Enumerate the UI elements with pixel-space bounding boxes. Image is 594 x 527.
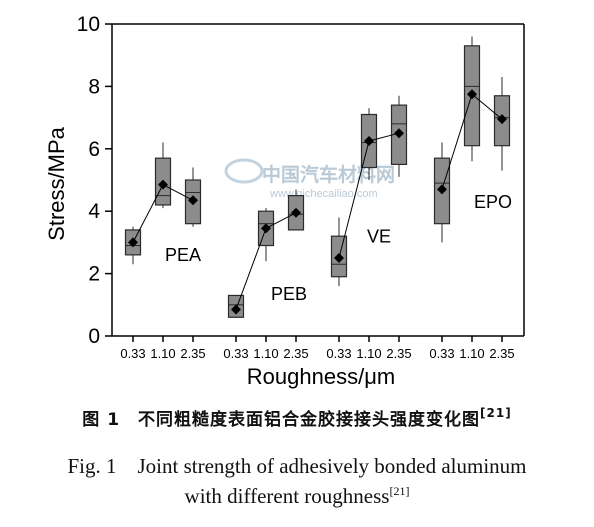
mean-point [437, 184, 447, 195]
watermark-url: www.qichecailiao.com [269, 188, 378, 200]
y-tick-label: 6 [88, 138, 100, 161]
x-tick-label: 1.10 [150, 346, 175, 361]
y-tick-label: 4 [88, 200, 100, 223]
group-label: VE [367, 226, 391, 246]
mean-point [231, 304, 241, 315]
group-label: EPO [474, 192, 512, 212]
x-tick-label: 1.10 [356, 346, 381, 361]
y-tick-label: 8 [88, 75, 100, 98]
mean-point [128, 237, 138, 248]
axes: 0 2 4 6 8 10 0.33 1.10 2.35 0.33 1.10 2.35 0.33 1.10 2… [77, 13, 525, 361]
box-plot-chart: 中国汽车材料网 www.qichecailiao.com 02468100.33… [44, 13, 525, 389]
x-tick-label: 0.33 [326, 346, 351, 361]
mean-point [188, 195, 198, 206]
y-tick-label: 2 [88, 263, 100, 286]
mean-point [261, 223, 271, 234]
watermark-logo-icon [224, 158, 264, 184]
caption-chinese: 图 1 不同粗糙度表面铝合金胶接接头强度变化图[21] [0, 405, 594, 430]
mean-point [497, 114, 507, 125]
caption-chinese-text: 图 1 不同粗糙度表面铝合金胶接接头强度变化图 [82, 410, 481, 430]
group-label: PEA [165, 245, 201, 265]
x-tick-label: 2.35 [386, 346, 411, 361]
x-tick-label: 0.33 [223, 346, 248, 361]
x-tick-label: 2.35 [283, 346, 308, 361]
mean-point [291, 207, 301, 218]
caption-english-ref: [21] [389, 484, 410, 498]
mean-point [364, 136, 374, 146]
mean-point [158, 179, 168, 190]
mean-point [467, 89, 477, 100]
caption-english-line-2-text: with different roughness [184, 484, 390, 508]
mean-point [394, 128, 404, 139]
y-tick-label: 0 [88, 325, 100, 348]
group-label: PEB [271, 284, 307, 304]
caption-english-line-2: with different roughness[21] [0, 484, 594, 509]
x-tick-label: 1.10 [459, 346, 484, 361]
x-tick-label: 0.33 [120, 346, 145, 361]
x-tick-label: 0.33 [429, 346, 454, 361]
x-tick-label: 2.35 [180, 346, 205, 361]
y-tick-label: 10 [77, 13, 100, 36]
x-tick-label: 1.10 [253, 346, 278, 361]
x-tick-label: 2.35 [489, 346, 514, 361]
chart-marks: PEA PEB VE EPO [124, 36, 512, 318]
mean-point [334, 253, 344, 263]
caption-english-line-1: Fig. 1 Joint strength of adhesively bond… [67, 454, 527, 478]
x-axis-label: Roughness/μm [247, 364, 395, 389]
y-axis-label: Stress/MPa [44, 126, 69, 240]
caption-chinese-ref: [21] [480, 406, 512, 420]
